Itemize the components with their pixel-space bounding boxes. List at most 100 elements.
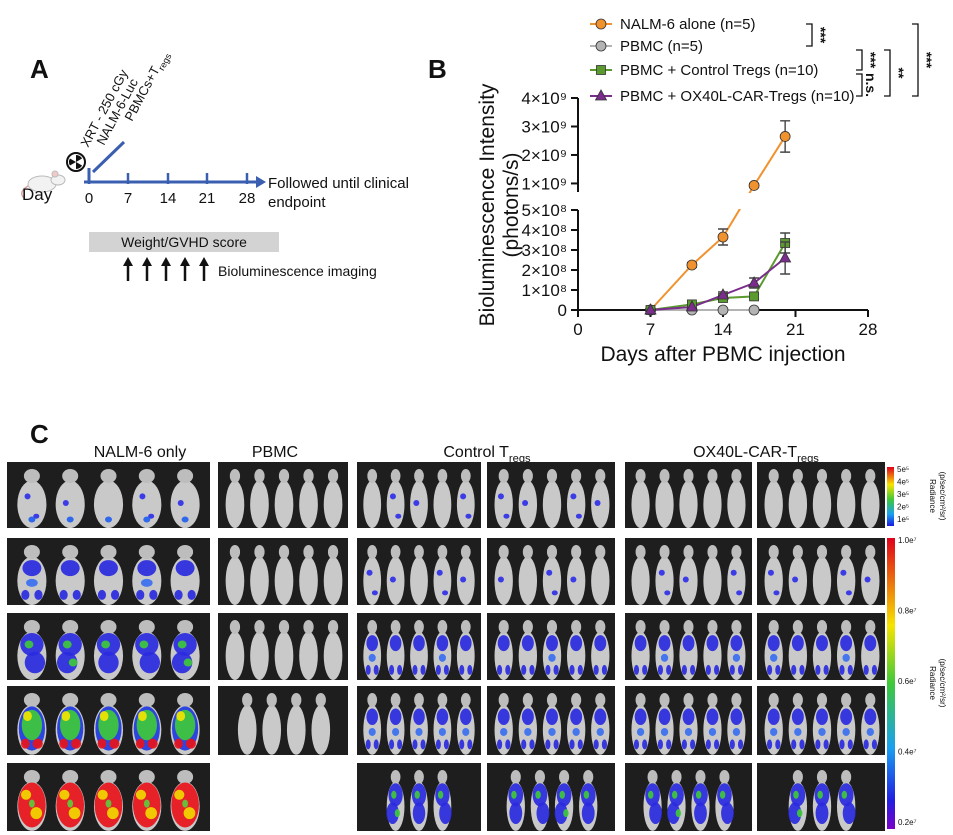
signal-blob bbox=[799, 739, 805, 750]
signal-blob bbox=[503, 513, 510, 519]
signal-blob bbox=[99, 711, 109, 722]
signal-blob bbox=[365, 664, 371, 675]
significance-label: n.s. bbox=[863, 73, 879, 97]
mouse-head bbox=[100, 620, 117, 634]
signal-blob bbox=[816, 708, 828, 726]
imaging-arrowhead bbox=[123, 257, 133, 266]
colorbar-title: (p/sec/cm²/sr) bbox=[938, 472, 947, 521]
significance-label: *** bbox=[919, 52, 935, 69]
mouse-head bbox=[816, 620, 828, 634]
significance-bracket bbox=[856, 73, 863, 97]
signal-blob bbox=[864, 576, 871, 583]
mouse-head bbox=[768, 620, 779, 634]
signal-blob bbox=[666, 664, 672, 675]
data-point bbox=[716, 288, 730, 300]
mouse-head bbox=[522, 545, 533, 559]
signal-blob bbox=[775, 739, 781, 750]
signal-blob bbox=[442, 590, 449, 596]
y-tick-label: 1×10⁸ bbox=[522, 281, 567, 300]
signal-blob bbox=[497, 708, 510, 726]
signal-blob bbox=[28, 799, 35, 808]
mouse-tail bbox=[21, 185, 29, 199]
signal-blob bbox=[57, 651, 78, 674]
mouse-head bbox=[414, 469, 424, 483]
signal-blob bbox=[34, 589, 43, 600]
legend-marker bbox=[595, 18, 607, 30]
mouse bbox=[494, 556, 513, 605]
mouse bbox=[456, 480, 475, 529]
signal-blob bbox=[575, 513, 582, 519]
signal-blob bbox=[371, 590, 378, 596]
signal-blob bbox=[690, 664, 696, 675]
signal-blob bbox=[791, 739, 797, 750]
signal-blob bbox=[521, 664, 527, 675]
mouse-head bbox=[595, 620, 606, 634]
signal-blob bbox=[500, 727, 508, 736]
signal-blob bbox=[24, 493, 31, 500]
mouse-head bbox=[498, 620, 509, 634]
mouse-head bbox=[327, 620, 339, 634]
signal-blob bbox=[20, 789, 32, 800]
mouse bbox=[299, 556, 318, 605]
mouse bbox=[299, 631, 318, 680]
signal-blob bbox=[732, 653, 741, 662]
signal-blob bbox=[871, 739, 878, 750]
mouse-head bbox=[792, 469, 803, 483]
signal-blob bbox=[593, 739, 599, 750]
signal-blob bbox=[633, 739, 640, 750]
x-tick-label: 28 bbox=[859, 320, 878, 339]
mouse-head bbox=[792, 545, 803, 559]
day-number: 14 bbox=[160, 190, 177, 207]
mouse-head bbox=[414, 693, 424, 707]
mouse-head bbox=[390, 693, 401, 707]
y-tick-label: 0 bbox=[558, 301, 567, 320]
data-point bbox=[748, 180, 760, 191]
signal-blob bbox=[497, 635, 510, 652]
mouse-head bbox=[254, 620, 265, 634]
signal-blob bbox=[109, 738, 120, 749]
signal-blob bbox=[667, 802, 680, 825]
signal-blob bbox=[708, 727, 717, 736]
mouse bbox=[788, 480, 808, 529]
colorbar bbox=[887, 538, 895, 829]
signal-blob bbox=[389, 708, 402, 726]
mouse bbox=[542, 480, 562, 529]
signal-blob bbox=[62, 640, 72, 649]
signal-blob bbox=[22, 560, 42, 577]
signal-blob bbox=[601, 664, 608, 675]
signal-blob bbox=[815, 802, 829, 825]
signal-blob bbox=[177, 500, 184, 506]
signal-blob bbox=[460, 493, 467, 500]
mouse-head bbox=[719, 770, 730, 784]
y-axis-title: Bioluminescence Intensity (photons/s) bbox=[476, 83, 523, 326]
signal-blob bbox=[20, 738, 30, 749]
y-axis-title: (photons/s) bbox=[500, 152, 523, 257]
signal-blob bbox=[570, 635, 583, 652]
mouse-head bbox=[437, 620, 448, 634]
signal-blob bbox=[33, 513, 40, 519]
signal-blob bbox=[67, 799, 74, 808]
signal-blob bbox=[719, 790, 726, 799]
signal-blob bbox=[391, 790, 397, 799]
mouse bbox=[518, 480, 538, 529]
signal-blob bbox=[397, 739, 403, 750]
mouse bbox=[812, 480, 832, 529]
signal-blob bbox=[770, 727, 778, 736]
signal-blob bbox=[105, 799, 112, 808]
signal-blob bbox=[110, 589, 120, 600]
mouse-head bbox=[522, 620, 533, 634]
mouse bbox=[433, 480, 452, 529]
day-number: 28 bbox=[239, 190, 256, 207]
signal-blob bbox=[389, 576, 396, 583]
signal-blob bbox=[389, 739, 395, 750]
mouse bbox=[274, 631, 294, 680]
significance: n.s. bbox=[863, 73, 879, 97]
mouse-head bbox=[138, 545, 155, 559]
signal-blob bbox=[546, 708, 558, 726]
signal-blob bbox=[68, 807, 81, 820]
mouse-head bbox=[367, 620, 378, 634]
signal-blob bbox=[593, 664, 599, 675]
mouse bbox=[363, 556, 382, 605]
mouse-head bbox=[731, 620, 742, 634]
signal-blob bbox=[389, 664, 395, 675]
